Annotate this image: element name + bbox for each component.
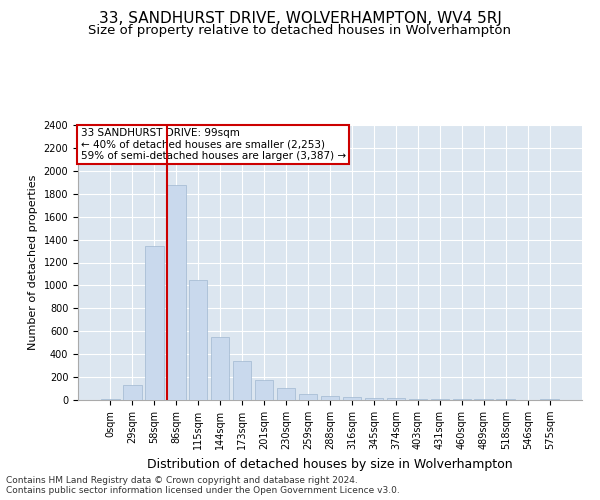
Bar [343, 397, 361, 400]
Bar [123, 385, 142, 400]
Bar [320, 396, 340, 400]
Bar [386, 398, 405, 400]
Bar [255, 380, 274, 400]
Bar [365, 398, 383, 400]
Bar [233, 361, 251, 400]
Bar [101, 399, 119, 400]
Bar [167, 184, 185, 400]
Bar [211, 337, 229, 400]
Bar [452, 399, 471, 400]
Y-axis label: Number of detached properties: Number of detached properties [28, 175, 38, 350]
Text: Size of property relative to detached houses in Wolverhampton: Size of property relative to detached ho… [89, 24, 511, 37]
Text: 33 SANDHURST DRIVE: 99sqm
← 40% of detached houses are smaller (2,253)
59% of se: 33 SANDHURST DRIVE: 99sqm ← 40% of detac… [80, 128, 346, 161]
Bar [431, 399, 449, 400]
Bar [299, 394, 317, 400]
Text: 33, SANDHURST DRIVE, WOLVERHAMPTON, WV4 5RJ: 33, SANDHURST DRIVE, WOLVERHAMPTON, WV4 … [98, 11, 502, 26]
Bar [277, 388, 295, 400]
Bar [541, 399, 559, 400]
Bar [409, 399, 427, 400]
Bar [145, 246, 164, 400]
Bar [189, 280, 208, 400]
Text: Contains public sector information licensed under the Open Government Licence v3: Contains public sector information licen… [6, 486, 400, 495]
Text: Contains HM Land Registry data © Crown copyright and database right 2024.: Contains HM Land Registry data © Crown c… [6, 476, 358, 485]
Bar [496, 399, 515, 400]
X-axis label: Distribution of detached houses by size in Wolverhampton: Distribution of detached houses by size … [147, 458, 513, 470]
